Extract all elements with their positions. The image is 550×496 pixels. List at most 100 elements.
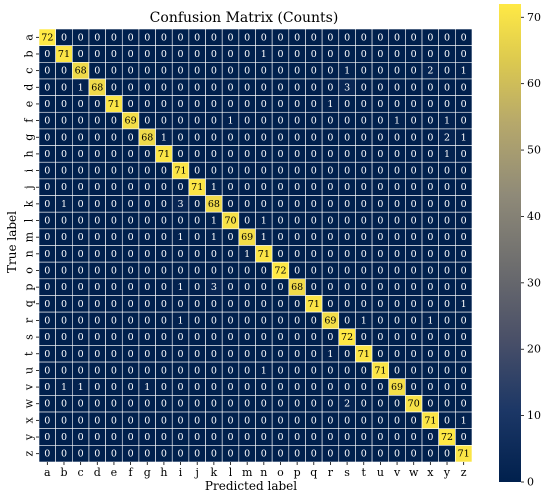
cell-value-f-d: 0 [94, 116, 100, 127]
cell-value-j-o: 0 [277, 182, 283, 193]
cell-value-k-c: 0 [78, 199, 84, 210]
cell-value-m-q: 0 [311, 232, 317, 243]
cell-value-e-f: 0 [128, 99, 134, 110]
colorbar-ticks: 0 10 20 30 40 50 60 70 [521, 11, 541, 489]
cell-value-n-a: 0 [44, 249, 50, 260]
cell-value-u-e: 0 [111, 365, 117, 376]
x-tick-label-d: d [94, 466, 101, 479]
cell-value-u-v: 0 [394, 365, 400, 376]
cell-value-t-x: 0 [427, 349, 433, 360]
cell-value-s-x: 0 [427, 332, 433, 343]
cell-value-m-p: 0 [294, 232, 300, 243]
cell-value-m-l: 0 [227, 232, 233, 243]
cell-value-v-v: 69 [391, 382, 403, 393]
cell-value-i-n: 0 [261, 166, 267, 177]
x-tick-label-q: q [310, 466, 317, 479]
cell-value-s-r: 0 [327, 332, 333, 343]
cell-value-d-v: 0 [394, 82, 400, 93]
cell-value-g-s: 0 [344, 132, 350, 143]
cell-value-t-z: 0 [461, 349, 467, 360]
cell-value-l-j: 0 [194, 216, 200, 227]
x-tick-label-n: n [260, 466, 267, 479]
cell-value-c-h: 0 [161, 66, 167, 77]
cell-value-k-g: 0 [144, 199, 150, 210]
cell-value-l-w: 0 [411, 216, 417, 227]
y-tick-label-b: b [23, 50, 36, 57]
cell-value-s-y: 0 [444, 332, 450, 343]
cell-value-e-s: 0 [344, 99, 350, 110]
cell-value-f-m: 0 [244, 116, 250, 127]
colorbar-tick-label-20: 20 [527, 343, 541, 356]
cell-value-t-i: 0 [178, 349, 184, 360]
cell-value-f-a: 0 [44, 116, 50, 127]
cell-value-y-x: 0 [427, 432, 433, 443]
y-tick-label-y: y [23, 433, 36, 441]
cell-value-n-b: 0 [61, 249, 67, 260]
cell-value-x-e: 0 [111, 415, 117, 426]
cell-value-m-a: 0 [44, 232, 50, 243]
cell-value-o-j: 0 [194, 265, 200, 276]
cell-value-u-d: 0 [94, 365, 100, 376]
cell-value-q-l: 0 [227, 299, 233, 310]
cell-value-w-s: 2 [344, 399, 350, 410]
cell-value-u-r: 0 [327, 365, 333, 376]
cell-value-z-d: 0 [94, 449, 100, 460]
cell-value-w-m: 0 [244, 399, 250, 410]
cell-value-r-p: 0 [294, 315, 300, 326]
cell-value-k-e: 0 [111, 199, 117, 210]
cell-value-k-r: 0 [327, 199, 333, 210]
cell-value-a-t: 0 [361, 32, 367, 43]
cell-value-c-f: 0 [128, 66, 134, 77]
cell-value-x-s: 0 [344, 415, 350, 426]
cell-value-w-o: 0 [277, 399, 283, 410]
cell-value-f-h: 0 [161, 116, 167, 127]
cell-value-p-e: 0 [111, 282, 117, 293]
cell-value-d-z: 0 [461, 82, 467, 93]
cell-value-t-h: 0 [161, 349, 167, 360]
cell-value-o-b: 0 [61, 265, 67, 276]
cell-value-v-u: 0 [377, 382, 383, 393]
cell-value-z-o: 0 [277, 449, 283, 460]
cell-value-v-n: 0 [261, 382, 267, 393]
cell-value-m-r: 0 [327, 232, 333, 243]
cell-value-k-d: 0 [94, 199, 100, 210]
cell-value-o-z: 0 [461, 265, 467, 276]
cell-value-i-x: 0 [427, 166, 433, 177]
cell-value-g-y: 2 [444, 132, 450, 143]
cell-value-t-e: 0 [111, 349, 117, 360]
y-tick-label-j: j [23, 185, 36, 190]
cell-value-i-j: 0 [194, 166, 200, 177]
y-tick-label-t: t [23, 351, 36, 356]
cell-value-o-v: 0 [394, 265, 400, 276]
cell-value-m-c: 0 [78, 232, 84, 243]
cell-value-x-m: 0 [244, 415, 250, 426]
cell-value-p-l: 0 [227, 282, 233, 293]
cell-value-l-q: 0 [311, 216, 317, 227]
cell-value-j-q: 0 [311, 182, 317, 193]
y-tick-label-f: f [23, 118, 36, 123]
cell-value-g-k: 0 [211, 132, 217, 143]
y-tick-label-a: a [23, 34, 36, 41]
cell-value-i-u: 0 [377, 166, 383, 177]
cell-value-h-o: 0 [277, 149, 283, 160]
cell-value-h-c: 0 [78, 149, 84, 160]
cell-value-h-v: 0 [394, 149, 400, 160]
cell-value-q-z: 1 [461, 299, 467, 310]
cell-value-b-c: 0 [78, 49, 84, 60]
cell-value-g-x: 0 [427, 132, 433, 143]
cell-value-j-h: 0 [161, 182, 167, 193]
cell-value-t-q: 0 [311, 349, 317, 360]
cell-value-n-p: 0 [294, 249, 300, 260]
cell-value-n-o: 0 [277, 249, 283, 260]
x-tick-label-y: y [443, 466, 451, 479]
cell-value-m-u: 0 [377, 232, 383, 243]
cell-value-k-b: 1 [61, 199, 67, 210]
cell-value-a-m: 0 [244, 32, 250, 43]
cell-value-d-l: 0 [227, 82, 233, 93]
cell-value-j-v: 0 [394, 182, 400, 193]
x-tick-label-f: f [129, 466, 134, 479]
cell-value-e-v: 0 [394, 99, 400, 110]
cell-value-i-y: 0 [444, 166, 450, 177]
cell-value-c-a: 0 [44, 66, 50, 77]
cell-value-h-n: 0 [261, 149, 267, 160]
